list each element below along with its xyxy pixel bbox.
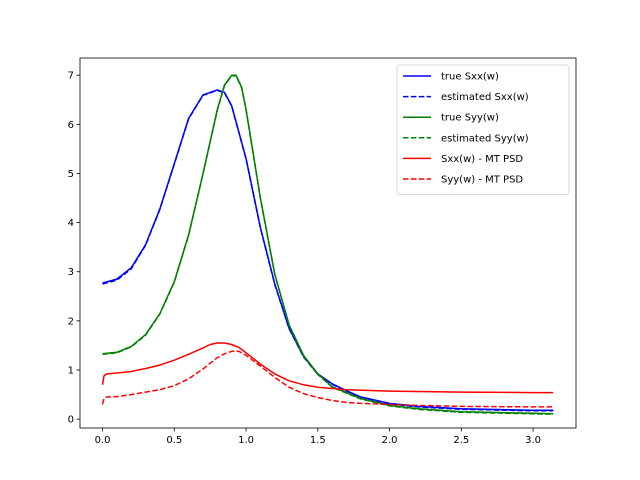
x-tick-label: 1.5 xyxy=(310,435,326,446)
plot-frame xyxy=(79,57,577,429)
y-axis: 0 1 2 3 4 5 6 7 xyxy=(68,71,80,426)
series-layer xyxy=(101,74,554,415)
x-tick-label: 1.0 xyxy=(238,435,254,446)
legend-label: Sxx(w) - MT PSD xyxy=(441,154,523,165)
y-tick-label: 3 xyxy=(68,267,74,278)
y-tick-label: 0 xyxy=(68,415,74,426)
y-tick-label: 2 xyxy=(68,316,74,327)
x-axis: 0.0 0.5 1.0 1.5 2.0 2.5 3.0 xyxy=(95,428,541,446)
legend-label: Syy(w) - MT PSD xyxy=(441,175,523,186)
legend-label: true Syy(w) xyxy=(441,113,499,124)
x-tick-label: 2.5 xyxy=(453,435,469,446)
legend-box xyxy=(396,64,570,196)
legend-label: estimated Syy(w) xyxy=(441,133,529,144)
x-tick-label: 0.0 xyxy=(95,435,111,446)
x-tick-label: 2.0 xyxy=(382,435,398,446)
y-tick-label: 4 xyxy=(68,218,74,229)
y-tick-label: 7 xyxy=(68,71,74,82)
series-line-2 xyxy=(102,89,554,412)
legend: true Sxx(w) estimated Sxx(w) true Syy(w) es… xyxy=(396,64,570,196)
y-tick-label: 5 xyxy=(68,169,74,180)
y-tick-label: 1 xyxy=(68,366,74,377)
y-tick-label: 6 xyxy=(68,120,74,131)
legend-label: true Sxx(w) xyxy=(441,72,499,83)
x-tick-label: 0.5 xyxy=(166,435,182,446)
x-tick-label: 3.0 xyxy=(525,435,541,446)
series-line-6 xyxy=(101,350,554,408)
legend-label: estimated Sxx(w) xyxy=(441,92,529,103)
series-line-5 xyxy=(101,342,554,394)
